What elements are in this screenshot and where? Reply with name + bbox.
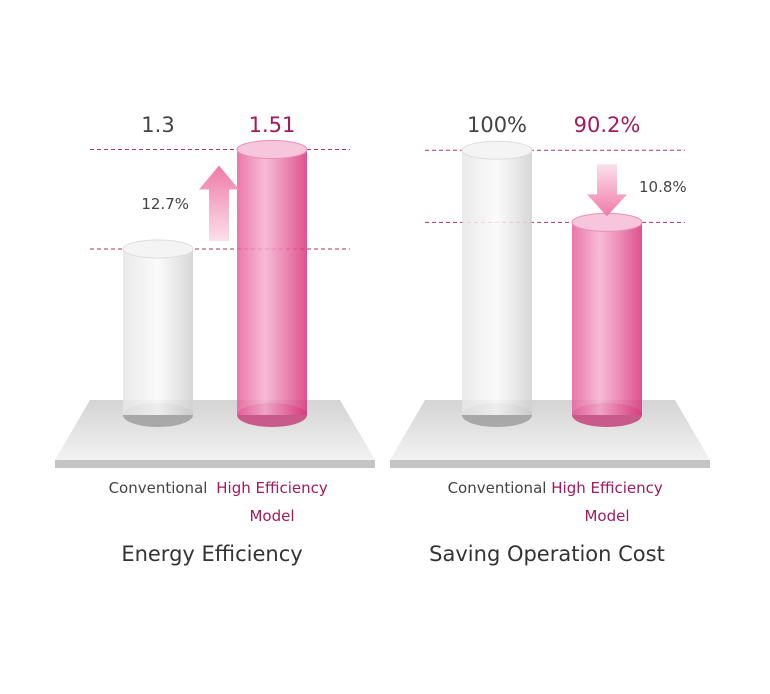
chart-title: Saving Operation Cost (429, 542, 665, 566)
category-label: Conventional (108, 479, 208, 497)
platform (390, 400, 710, 460)
platform-edge (390, 460, 710, 468)
bar (123, 249, 193, 415)
bar-cap (122, 239, 194, 259)
category-label: High Efficiency Model (216, 479, 328, 525)
arrow-down (587, 164, 627, 217)
annotation: 12.7% (141, 195, 189, 213)
bar (572, 222, 642, 415)
chart-title: Energy Efficiency (121, 542, 303, 566)
platform-edge (55, 460, 375, 468)
bar (462, 150, 532, 415)
platform (55, 400, 375, 460)
value-label: 90.2% (574, 113, 641, 137)
bar-cap (236, 139, 308, 159)
value-label: 100% (467, 113, 527, 137)
category-label: High Efficiency Model (551, 479, 663, 525)
arrow-up (199, 165, 239, 242)
bar (237, 149, 307, 415)
annotation: 10.8% (639, 178, 687, 196)
bar-cap (461, 140, 533, 160)
value-label: 1.51 (249, 113, 296, 137)
value-label: 1.3 (141, 113, 174, 137)
category-label: Conventional (447, 479, 547, 497)
